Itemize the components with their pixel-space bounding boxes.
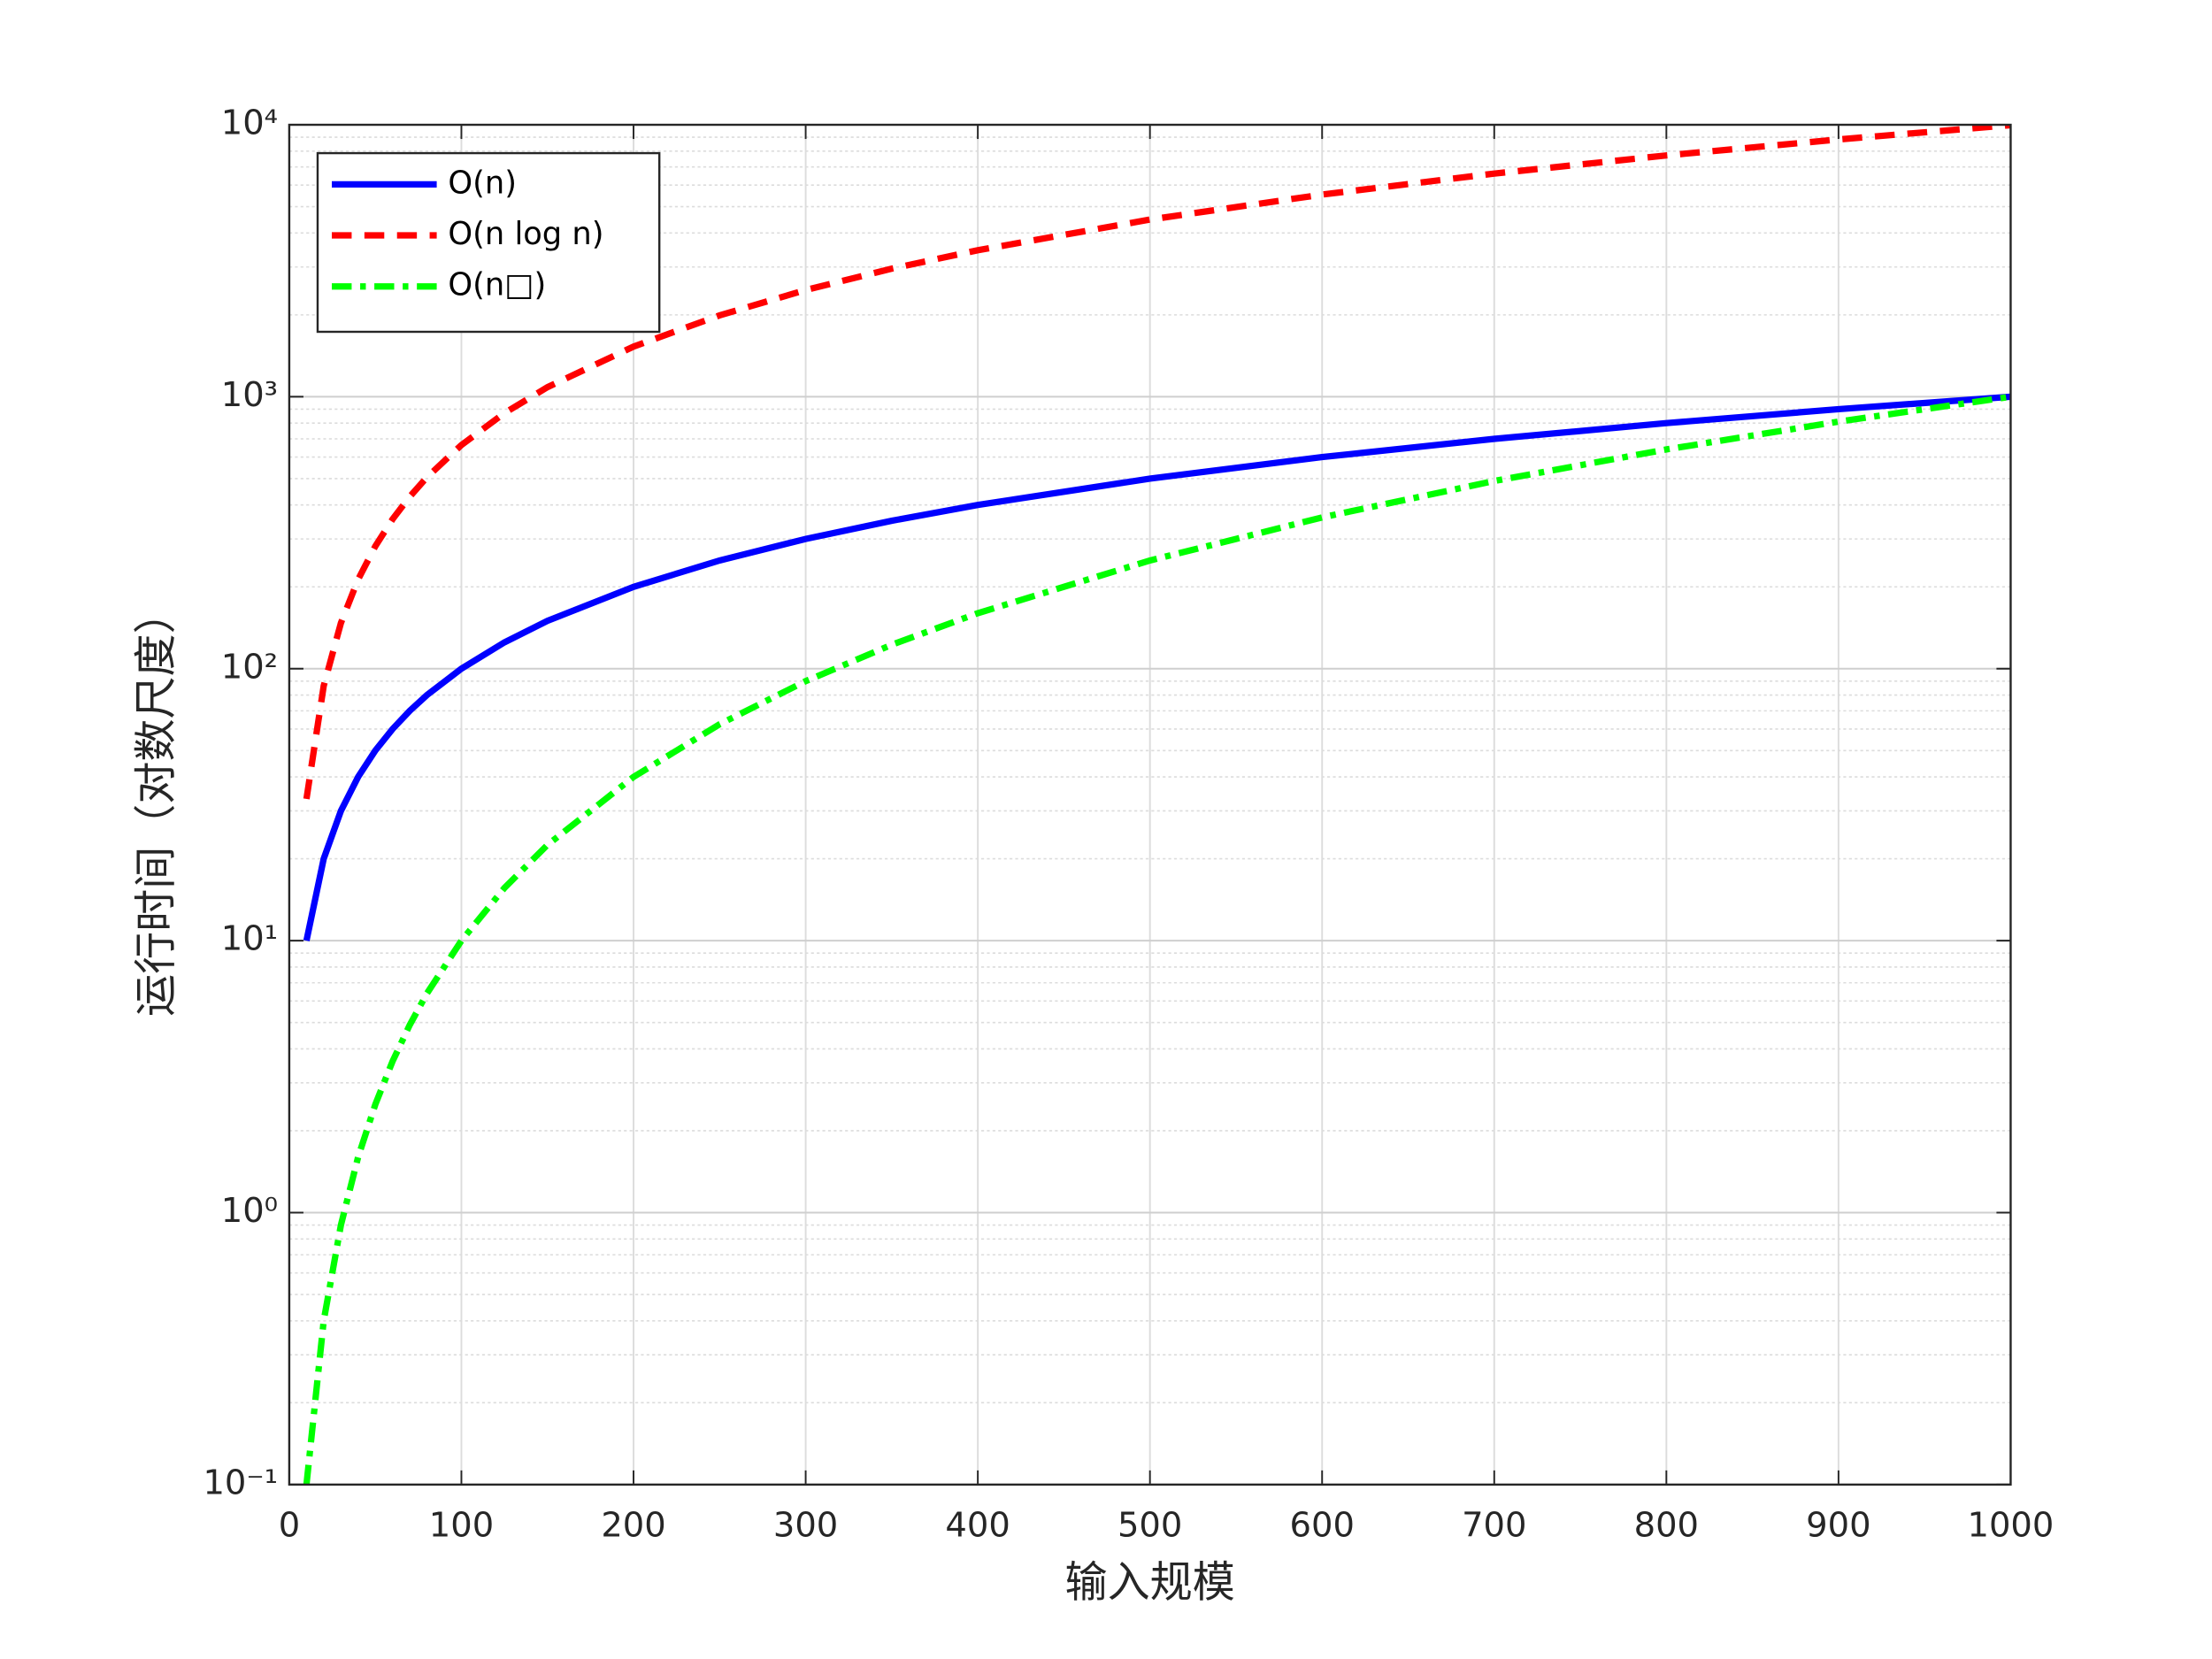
series-line	[303, 393, 2011, 1485]
x-tick-label: 0	[279, 1505, 300, 1545]
x-tick-label: 800	[1634, 1505, 1699, 1545]
y-tick-label: 10¹	[221, 919, 278, 959]
legend-label: O(n log n)	[448, 216, 603, 252]
y-axis-label: 运行时间（对数尺度）	[131, 591, 180, 1017]
y-tick-label: 10⁴	[221, 104, 278, 143]
plot-frame	[288, 123, 2012, 1486]
y-tick-label: 10⁻¹	[203, 1463, 278, 1502]
x-tick-label: 600	[1290, 1505, 1355, 1545]
x-tick-label: 100	[429, 1505, 494, 1545]
x-tick-label: 200	[601, 1505, 665, 1545]
y-tick-label: 10⁰	[221, 1191, 278, 1231]
legend-label: O(n)	[448, 165, 517, 201]
x-axis-label: 输入规模	[1065, 1558, 1235, 1608]
series-line	[303, 393, 2011, 941]
x-tick-label: 300	[773, 1505, 838, 1545]
series-line	[303, 125, 2011, 800]
x-tick-label: 900	[1806, 1505, 1870, 1545]
y-tick-label: 10²	[221, 647, 278, 687]
x-tick-label: 700	[1462, 1505, 1526, 1545]
x-tick-label: 1000	[1967, 1505, 2054, 1545]
x-tick-label: 500	[1118, 1505, 1182, 1545]
y-tick-label: 10³	[221, 375, 278, 415]
legend-label: O(n□)	[448, 267, 546, 303]
x-tick-label: 400	[945, 1505, 1010, 1545]
